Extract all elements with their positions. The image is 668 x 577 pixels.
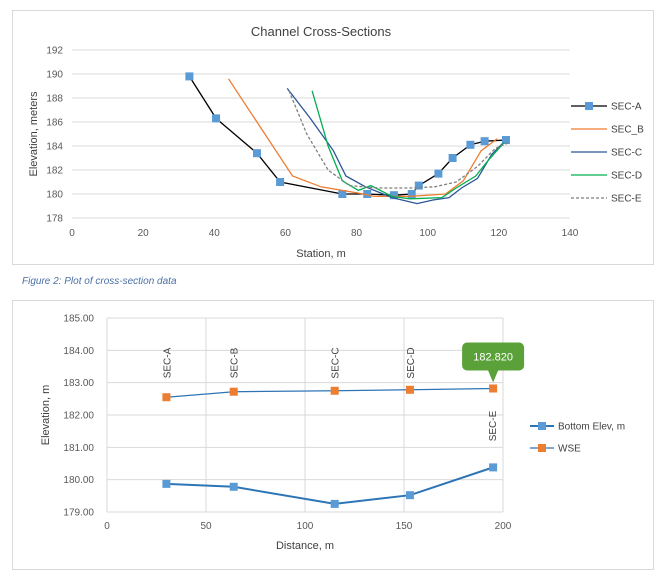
data-point-sec-a (501, 136, 510, 144)
figure-caption: Figure 2: Plot of cross-section data (22, 276, 177, 287)
data-point-bottom-elev-m (229, 482, 238, 491)
data-point-bottom-elev-m (405, 491, 414, 500)
x-tick-label: 60 (280, 228, 292, 239)
callout-pointer (488, 370, 499, 383)
data-point-sec-a (407, 190, 416, 198)
legend-label-sec-b: SEC_B (611, 125, 644, 136)
legend-label-wse: WSE (558, 444, 581, 455)
y-tick-label: 183.00 (63, 378, 94, 389)
data-point-wse (162, 393, 171, 402)
series-line-sec-d (311, 90, 505, 200)
y-tick-label: 182.00 (63, 411, 94, 422)
legend-label-sec-e: SEC-E (611, 194, 642, 205)
data-point-wse (330, 386, 339, 395)
data-point-sec-a (185, 72, 194, 81)
data-point-sec-a (466, 140, 475, 149)
legend-label-sec-d: SEC-D (611, 171, 642, 182)
legend-label-sec-c: SEC-C (611, 148, 642, 159)
y-tick-label: 180 (46, 190, 63, 201)
chart-title: Channel Cross-Sections (251, 24, 392, 39)
section-label-sec-a: SEC-A (162, 347, 173, 378)
y-tick-label: 192 (46, 46, 63, 57)
data-point-sec-a (389, 191, 398, 200)
x-tick-label: 140 (562, 228, 579, 239)
data-point-wse (405, 385, 414, 394)
y-tick-label: 184.00 (63, 346, 94, 357)
y-tick-label: 181.00 (63, 443, 94, 454)
series-line-sec-e (288, 90, 510, 189)
x-tick-label: 0 (104, 521, 110, 532)
callout-box (462, 342, 525, 371)
series-line-bottom-elev-m (166, 466, 494, 505)
legend-marker-sec-a (585, 102, 593, 110)
y-tick-label: 186 (46, 118, 63, 129)
profile-chart-panel: 179.00 180.00 181.00 182.00 183.00 184.00 185.… (12, 300, 654, 570)
x-tick-label: 100 (297, 521, 314, 532)
x-tick-label: 120 (491, 228, 508, 239)
data-point-sec-a (414, 181, 423, 190)
legend-marker-bottom-elev-m (538, 422, 546, 430)
series-line-sec-c (286, 88, 503, 205)
y-tick-label: 178 (46, 214, 63, 225)
x-tick-label: 200 (495, 521, 512, 532)
y-tick-label: 188 (46, 94, 63, 105)
legend-label-bottom-elev-m: Bottom Elev, m (558, 422, 625, 433)
x-tick-label: 80 (351, 228, 363, 239)
x-axis-title: Distance, m (276, 540, 334, 552)
data-point-sec-a (276, 178, 285, 186)
data-point-wse (229, 387, 238, 396)
y-tick-label: 185.00 (63, 314, 94, 325)
section-label-sec-e: SEC-E (488, 410, 499, 441)
data-point-bottom-elev-m (330, 499, 339, 508)
section-label-sec-c: SEC-C (331, 347, 342, 378)
x-tick-label: 20 (138, 228, 150, 239)
data-point-wse (489, 384, 498, 393)
y-tick-label: 184 (46, 142, 63, 153)
legend-marker-wse (538, 444, 546, 452)
data-point-sec-a (363, 190, 372, 198)
x-tick-label: 100 (419, 228, 436, 239)
data-point-sec-a (212, 114, 221, 123)
legend-label-sec-a: SEC-A (611, 102, 642, 113)
x-axis-title: Station, m (296, 248, 346, 260)
y-tick-label: 180.00 (63, 475, 94, 486)
data-point-sec-a (252, 149, 261, 158)
data-point-bottom-elev-m (162, 479, 171, 488)
x-tick-label: 40 (209, 228, 221, 239)
cross-section-chart: Channel Cross-Sections 178 180 182 184 186 188… (28, 24, 644, 260)
y-tick-label: 179.00 (63, 508, 94, 519)
cross-section-chart-panel: Channel Cross-Sections 178 180 182 184 186 188… (12, 10, 654, 265)
series-line-wse (166, 387, 494, 398)
profile-chart: 179.00 180.00 181.00 182.00 183.00 184.00 185.… (40, 314, 625, 553)
y-axis-title: Elevation, meters (28, 91, 40, 176)
data-point-sec-a (448, 154, 457, 162)
callout-value: 182.820 (473, 351, 513, 363)
y-axis-title: Elevation, m (40, 385, 52, 446)
data-point-bottom-elev-m (489, 463, 498, 472)
y-tick-label: 182 (46, 166, 63, 177)
section-label-sec-d: SEC-D (406, 347, 417, 378)
x-tick-label: 50 (200, 521, 212, 532)
x-tick-label: 150 (396, 521, 413, 532)
y-tick-label: 190 (46, 70, 63, 81)
x-tick-label: 0 (69, 228, 75, 239)
series-line-sec-b (227, 78, 498, 198)
data-point-sec-a (338, 190, 347, 198)
data-point-sec-a (480, 137, 489, 146)
section-label-sec-b: SEC-B (230, 347, 241, 378)
data-point-sec-a (434, 169, 443, 178)
